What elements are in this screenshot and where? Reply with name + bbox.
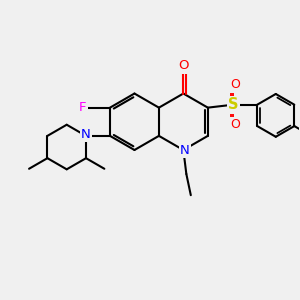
Text: S: S	[228, 97, 238, 112]
Text: O: O	[178, 59, 189, 73]
Text: N: N	[81, 128, 91, 141]
Text: F: F	[79, 101, 87, 114]
Text: O: O	[230, 78, 240, 91]
Text: N: N	[180, 143, 190, 157]
Text: O: O	[230, 118, 240, 131]
